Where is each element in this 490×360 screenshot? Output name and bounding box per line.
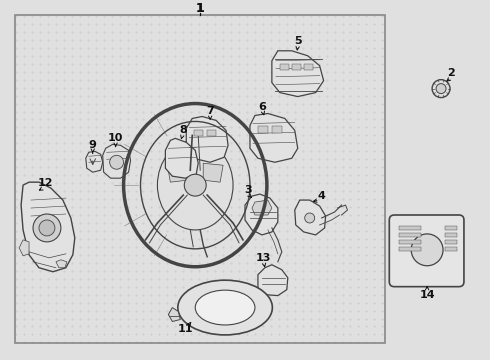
Polygon shape (21, 182, 75, 272)
Text: 4: 4 (318, 191, 325, 201)
Bar (292, 64, 301, 70)
Circle shape (411, 234, 443, 266)
Circle shape (110, 155, 123, 169)
Text: 8: 8 (179, 125, 187, 135)
Text: 2: 2 (447, 68, 455, 78)
Polygon shape (166, 138, 198, 178)
Bar (272, 126, 282, 134)
Text: 1: 1 (196, 3, 205, 15)
Bar (399, 226, 421, 230)
Bar (399, 240, 421, 244)
Bar (15, 15, 385, 343)
Ellipse shape (184, 174, 206, 196)
Bar (207, 130, 216, 136)
Ellipse shape (195, 290, 255, 325)
Bar (445, 233, 457, 237)
Text: 11: 11 (177, 324, 193, 334)
Polygon shape (245, 194, 278, 235)
Bar (399, 247, 421, 251)
Polygon shape (168, 163, 187, 182)
Bar (258, 126, 268, 134)
Polygon shape (295, 200, 326, 235)
Text: 10: 10 (108, 133, 123, 143)
Polygon shape (19, 240, 29, 256)
Text: 1: 1 (196, 3, 205, 15)
Circle shape (39, 220, 55, 236)
Text: 3: 3 (244, 185, 252, 195)
Polygon shape (56, 260, 67, 268)
Polygon shape (169, 307, 180, 321)
Bar (194, 130, 203, 136)
Text: 13: 13 (255, 253, 270, 263)
Text: 9: 9 (89, 140, 97, 150)
Polygon shape (86, 151, 103, 172)
Bar (445, 247, 457, 251)
Circle shape (432, 80, 450, 98)
Polygon shape (252, 200, 272, 215)
Text: 6: 6 (258, 102, 266, 112)
Bar (445, 226, 457, 230)
Polygon shape (272, 51, 323, 96)
FancyBboxPatch shape (389, 215, 464, 287)
Ellipse shape (178, 280, 272, 335)
Bar (445, 240, 457, 244)
Polygon shape (203, 163, 223, 182)
Polygon shape (103, 144, 130, 178)
Ellipse shape (157, 140, 233, 230)
Text: 14: 14 (419, 289, 435, 300)
Bar (399, 233, 421, 237)
Bar (304, 64, 313, 70)
Polygon shape (258, 265, 288, 296)
Text: 12: 12 (37, 178, 53, 188)
Circle shape (305, 213, 315, 223)
Circle shape (436, 84, 446, 94)
Circle shape (33, 214, 61, 242)
Polygon shape (250, 113, 298, 162)
Text: 5: 5 (294, 36, 301, 46)
Text: 7: 7 (206, 105, 214, 116)
Bar (280, 64, 289, 70)
Polygon shape (186, 117, 228, 162)
